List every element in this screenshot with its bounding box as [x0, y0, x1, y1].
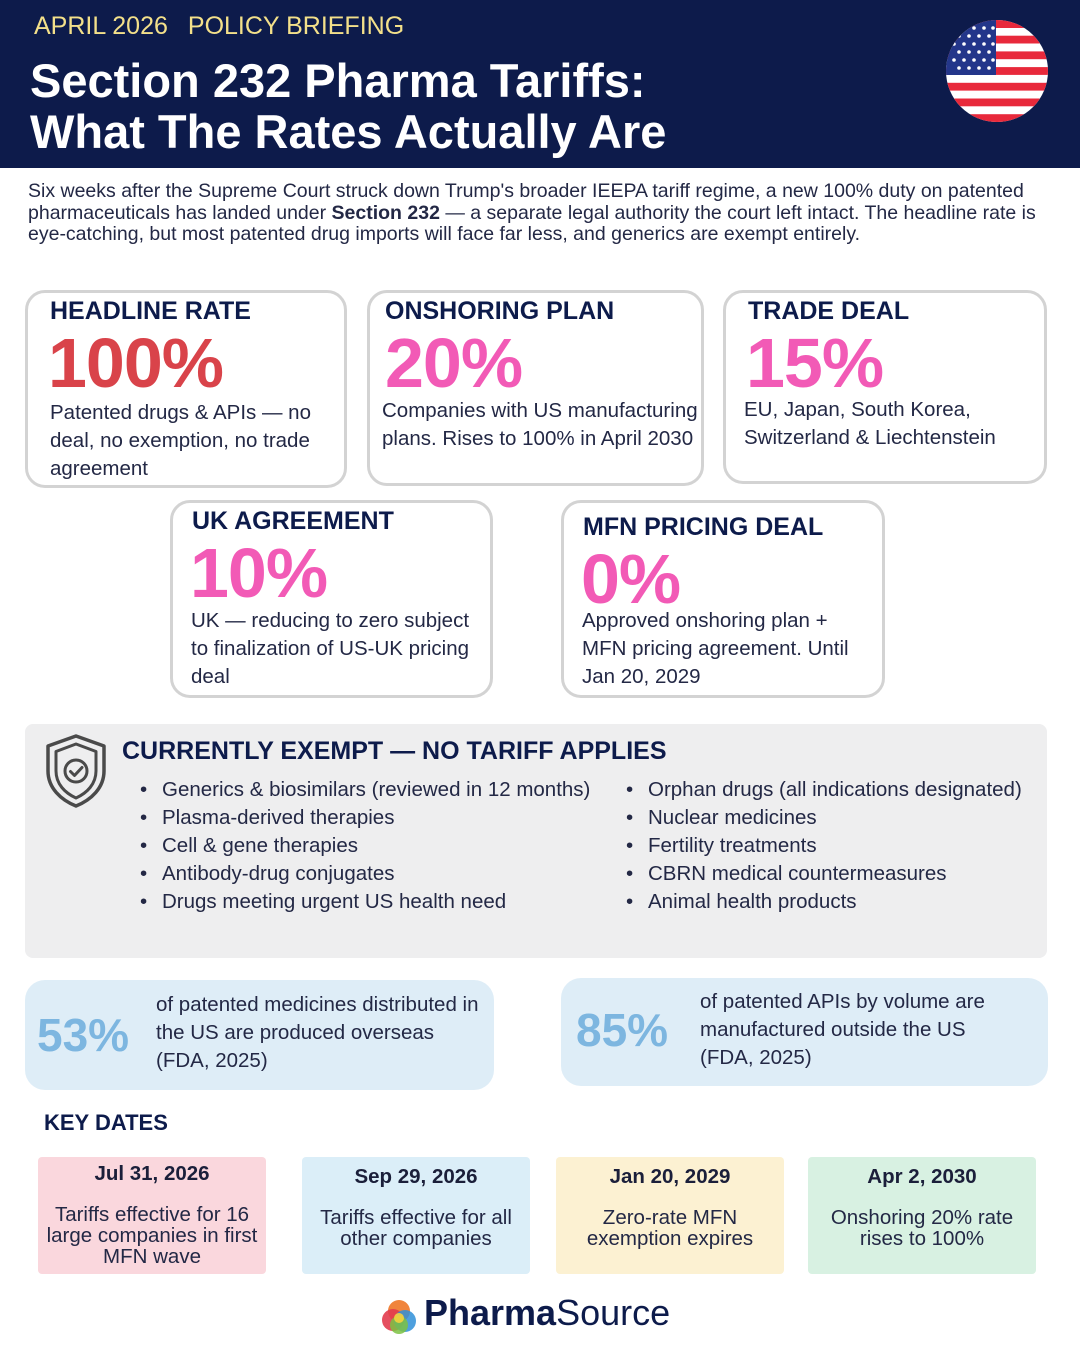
exempt-list-right: Orphan drugs (all indications designated…: [626, 776, 1038, 916]
rate-card-onshoring: ONSHORING PLAN 20% Companies with US man…: [367, 290, 704, 486]
list-item: Drugs meeting urgent US health need: [140, 888, 602, 916]
rate-label: MFN PRICING DEAL: [583, 513, 824, 541]
stat-value: 85%: [576, 1004, 669, 1056]
date-card-jul-2026: Jul 31, 2026 Tariffs effective for 16 la…: [38, 1157, 266, 1274]
brand-name: PharmaSource: [424, 1292, 670, 1334]
list-item: Animal health products: [626, 888, 1038, 916]
intro-text-before: Six weeks after the Supreme Court struck…: [28, 180, 1024, 224]
rate-card-mfn-pricing: MFN PRICING DEAL 0% Approved onshoring p…: [561, 500, 885, 698]
list-item: Nuclear medicines: [626, 804, 1038, 832]
stat-value: 53%: [37, 1009, 130, 1061]
rate-description: Companies with US manufacturing plans. R…: [382, 399, 698, 450]
title-line-1: Section 232 Pharma Tariffs:: [30, 54, 646, 107]
exempt-title: CURRENTLY EXEMPT — NO TARIFF APPLIES: [122, 737, 667, 765]
brand-name-bold: Pharma: [424, 1292, 557, 1333]
us-flag-icon: [946, 20, 1048, 122]
date-card-sep-2026: Sep 29, 2026 Tariffs effective for all o…: [302, 1157, 530, 1274]
key-dates-title: KEY DATES: [44, 1110, 168, 1135]
date-card-jan-2029: Jan 20, 2029 Zero-rate MFN exemption exp…: [556, 1157, 784, 1274]
pharmasource-logo-icon: [380, 1298, 418, 1336]
rate-label: UK AGREEMENT: [192, 507, 394, 535]
rate-description: EU, Japan, South Korea, Switzerland & Li…: [744, 398, 996, 449]
list-item: Generics & biosimilars (reviewed in 12 m…: [140, 776, 602, 804]
kicker: APRIL 2026 POLICY BRIEFING: [34, 12, 404, 41]
pharmasource-logo: PharmaSource: [380, 1292, 740, 1338]
title-line-2: What The Rates Actually Are: [30, 105, 667, 158]
list-item: Fertility treatments: [626, 832, 1038, 860]
shield-check-icon: [43, 733, 109, 809]
date-heading: Jul 31, 2026: [94, 1162, 210, 1185]
briefing-section: POLICY BRIEFING: [187, 12, 405, 40]
rate-description: Patented drugs & APIs — no deal, no exem…: [50, 401, 311, 480]
rate-description: UK — reducing to zero subject to finaliz…: [191, 609, 470, 688]
date-heading: Sep 29, 2026: [354, 1165, 478, 1188]
rate-value: 0%: [581, 540, 681, 618]
rate-value: 10%: [190, 534, 328, 612]
stat-card-overseas-apis: 85% of patented APIs by volume are manuf…: [561, 978, 1048, 1086]
date-card-apr-2030: Apr 2, 2030 Onshoring 20% rate rises to …: [808, 1157, 1036, 1274]
exempt-list-left: Generics & biosimilars (reviewed in 12 m…: [140, 776, 602, 916]
list-item: Orphan drugs (all indications designated…: [626, 776, 1038, 804]
list-item: Antibody-drug conjugates: [140, 860, 602, 888]
briefing-date: APRIL 2026: [34, 12, 168, 40]
rate-description: Approved onshoring plan + MFN pricing ag…: [582, 609, 849, 688]
intro-paragraph: Six weeks after the Supreme Court struck…: [28, 180, 1053, 246]
stat-text: of patented APIs by volume are manufactu…: [700, 990, 985, 1069]
date-description: Zero-rate MFN exemption expires: [586, 1206, 754, 1250]
date-heading: Apr 2, 2030: [867, 1165, 977, 1188]
brand-name-regular: Source: [556, 1292, 671, 1333]
rate-label: TRADE DEAL: [748, 297, 910, 325]
page-title: Section 232 Pharma Tariffs: What The Rat…: [30, 55, 910, 157]
date-description: Tariffs effective for all other companie…: [320, 1206, 512, 1250]
list-item: CBRN medical countermeasures: [626, 860, 1038, 888]
date-description: Onshoring 20% rate rises to 100%: [830, 1206, 1014, 1250]
stat-card-overseas-medicines: 53% of patented medicines distributed in…: [25, 980, 494, 1090]
rate-card-headline: HEADLINE RATE 100% Patented drugs & APIs…: [25, 290, 347, 488]
rate-value: 15%: [746, 324, 884, 402]
list-item: Plasma-derived therapies: [140, 804, 602, 832]
rate-value: 20%: [385, 324, 523, 402]
rate-card-trade-deal: TRADE DEAL 15% EU, Japan, South Korea, S…: [723, 290, 1047, 484]
date-description: Tariffs effective for 16 large companies…: [46, 1203, 258, 1268]
list-item: Cell & gene therapies: [140, 832, 602, 860]
rate-label: HEADLINE RATE: [50, 297, 251, 325]
exempt-panel: CURRENTLY EXEMPT — NO TARIFF APPLIES Gen…: [25, 724, 1047, 958]
rate-label: ONSHORING PLAN: [385, 297, 615, 325]
stat-text: of patented medicines distributed in the…: [156, 993, 479, 1072]
intro-text-bold: Section 232: [331, 201, 440, 224]
rate-card-uk-agreement: UK AGREEMENT 10% UK — reducing to zero s…: [170, 500, 493, 698]
rate-value: 100%: [48, 324, 224, 402]
intro-text-after: — a separate legal authority the court l…: [28, 201, 1036, 245]
header-banner: APRIL 2026 POLICY BRIEFING Section 232 Ph…: [0, 0, 1080, 168]
date-heading: Jan 20, 2029: [609, 1165, 731, 1188]
